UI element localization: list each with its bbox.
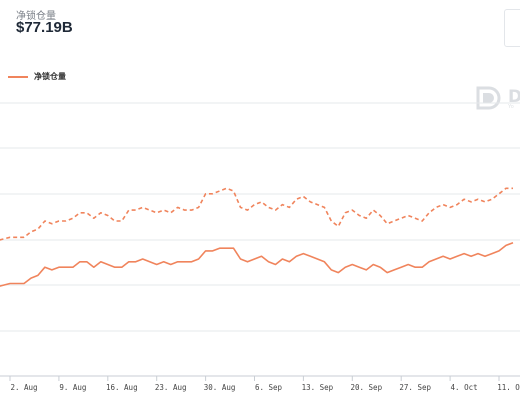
defillama-logo-icon <box>476 86 501 110</box>
metric-label: 净锁仓量 <box>16 11 56 22</box>
watermark-subtext: Yo <box>508 104 514 110</box>
watermark-text: D <box>508 87 520 107</box>
x-tick-label: 16. Aug <box>106 383 138 392</box>
series-line-dashed[interactable] <box>0 187 513 241</box>
x-tick-label: 30. Aug <box>204 383 236 392</box>
metric-value: $77.19B <box>16 19 73 36</box>
x-tick-label: 13. Sep <box>302 383 334 392</box>
x-axis: 2. Aug 9. Aug 16. Aug 23. Aug 30. Aug 6. Sep 1… <box>0 375 520 392</box>
x-tick-label: 11. Oct <box>497 383 520 392</box>
x-tick-label: 2. Aug <box>10 383 37 392</box>
series-lines <box>0 187 514 287</box>
x-tick-label: 9. Aug <box>59 383 86 392</box>
x-tick-label: 23. Aug <box>155 383 187 392</box>
x-tick-label: 27. Sep <box>399 383 431 392</box>
range-selector-button[interactable] <box>504 9 520 47</box>
x-tick-label: 20. Sep <box>350 383 382 392</box>
x-tick-label: 6. Sep <box>255 383 283 392</box>
legend-label: 净锁仓量 <box>34 72 66 81</box>
x-tick-label: 4. Oct <box>451 383 478 392</box>
series-line-solid[interactable] <box>0 241 514 287</box>
legend-swatch <box>8 75 28 78</box>
legend[interactable]: 净锁仓量 <box>8 71 66 82</box>
watermark-logo: D Yo <box>476 86 520 112</box>
grid-lines <box>0 102 520 332</box>
